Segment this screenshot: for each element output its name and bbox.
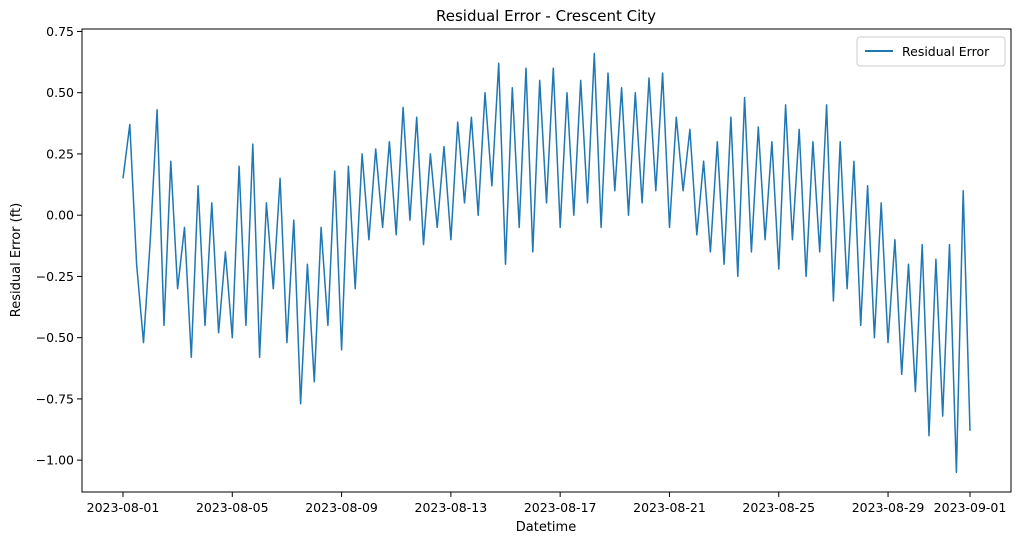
x-tick-label: 2023-08-17 xyxy=(524,500,597,515)
y-tick-label: −1.00 xyxy=(36,453,74,468)
y-tick-label: 0.25 xyxy=(46,146,74,161)
x-tick-label: 2023-08-29 xyxy=(852,500,925,515)
legend-entry-label: Residual Error xyxy=(902,44,990,59)
y-tick-label: −0.25 xyxy=(36,269,74,284)
y-tick-label: 0.50 xyxy=(46,85,74,100)
y-tick-label: 0.75 xyxy=(46,24,74,39)
series-layer xyxy=(122,52,971,474)
y-axis-ticks: 0.75 0.50 0.25 0.00 −0.25 −0.50 −0.75 −1.00 xyxy=(36,24,82,468)
x-axis-ticks: 2023-08-01 2023-08-05 2023-08-09 2023-08-13… xyxy=(87,492,1007,515)
chart-title: Residual Error - Crescent City xyxy=(436,7,656,25)
legend-box xyxy=(856,36,1006,67)
plot-frame xyxy=(81,28,1012,493)
x-tick-label: 2023-08-21 xyxy=(633,500,706,515)
y-axis-label: Residual Error (ft) xyxy=(9,203,24,317)
x-tick-label: 2023-08-09 xyxy=(305,500,378,515)
x-tick-label: 2023-08-01 xyxy=(87,500,160,515)
y-tick-label: −0.50 xyxy=(36,330,74,345)
y-tick-label: 0.00 xyxy=(46,208,74,223)
legend: Residual Error xyxy=(856,36,1006,67)
x-tick-label: 2023-09-01 xyxy=(934,500,1007,515)
x-tick-label: 2023-08-13 xyxy=(415,500,488,515)
series-line-0 xyxy=(122,52,971,474)
x-axis-label: Datetime xyxy=(516,520,576,535)
y-tick-label: −0.75 xyxy=(36,391,74,406)
x-tick-label: 2023-08-05 xyxy=(196,500,269,515)
x-tick-label: 2023-08-25 xyxy=(742,500,815,515)
